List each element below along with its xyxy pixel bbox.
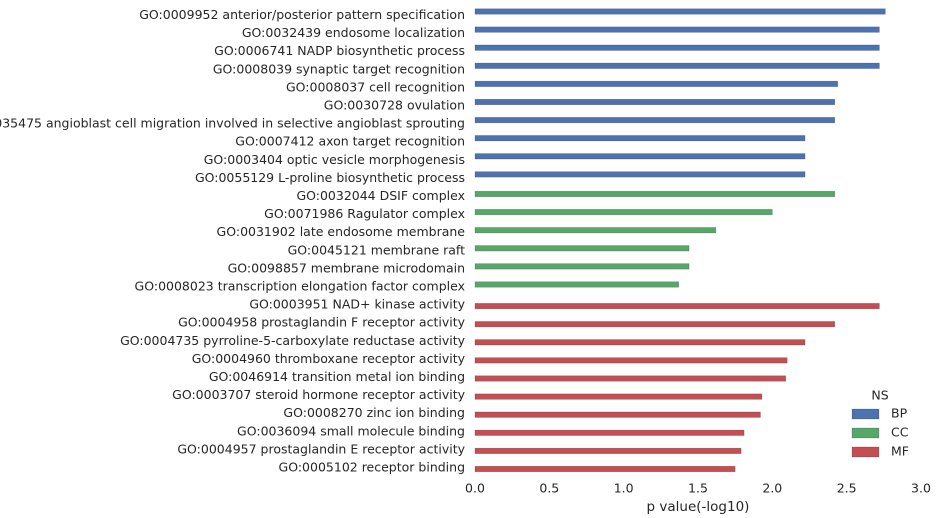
category-label: GO:0008039 synaptic target recognition: [213, 61, 465, 76]
category-label: GO:0098857 membrane microdomain: [228, 260, 465, 275]
bar-bp: [474, 153, 806, 160]
x-tick-label: 2.0: [762, 481, 782, 496]
bar-mf: [474, 375, 787, 382]
category-label: GO:0004960 thromboxane receptor activity: [192, 351, 466, 366]
bar-bp: [474, 62, 880, 69]
legend-swatch-bp: [851, 408, 880, 420]
bar-mf: [474, 465, 736, 473]
category-label: GO:0031902 late endosome membrane: [217, 224, 466, 239]
bar-mf: [474, 303, 880, 310]
bar-mf: [474, 393, 763, 400]
legend-swatch-cc: [851, 427, 880, 439]
category-label: GO:0035475 angioblast cell migration inv…: [0, 116, 465, 131]
bar-cc: [474, 245, 690, 252]
bar-mf: [474, 411, 761, 418]
category-label: GO:0004735 pyrroline-5-carboxylate reduc…: [120, 333, 466, 348]
bar-bp: [474, 98, 836, 106]
category-label: GO:0005102 receptor binding: [279, 460, 465, 475]
bar-bp: [474, 117, 836, 124]
category-label: GO:0071986 Ragulator complex: [264, 206, 465, 221]
category-label: GO:0032439 endosome localization: [242, 25, 465, 40]
legend-label-bp: BP: [891, 406, 908, 421]
legend-label-cc: CC: [891, 425, 909, 440]
legend-title: NS: [871, 388, 888, 403]
category-label: GO:0003951 NAD+ kinase activity: [249, 297, 465, 312]
bar-cc: [474, 190, 836, 198]
x-tick-label: 0.0: [465, 481, 485, 496]
bar-mf: [474, 339, 806, 346]
x-tick-label: 2.5: [837, 481, 857, 496]
category-label: GO:0032044 DSIF complex: [296, 188, 465, 203]
legend-swatch-mf: [851, 446, 880, 458]
category-label: GO:0003707 steroid hormone receptor acti…: [172, 387, 465, 402]
bar-bp: [474, 135, 806, 142]
bar-bp: [474, 44, 880, 51]
bar-bp: [474, 8, 886, 15]
bar-cc: [474, 281, 679, 288]
bar-cc: [474, 263, 690, 270]
bar-cc: [474, 209, 773, 216]
bar-mf: [474, 429, 745, 436]
category-label: GO:0004958 prostaglandin F receptor acti…: [178, 315, 466, 330]
bar-bp: [474, 26, 880, 33]
category-label: GO:0046914 transition metal ion binding: [209, 369, 465, 384]
category-label: GO:0008023 transcription elongation fact…: [135, 279, 465, 294]
bar-bp: [474, 171, 806, 178]
category-label: GO:0006741 NADP biosynthetic process: [214, 43, 465, 58]
category-label: GO:0003404 optic vesicle morphogenesis: [204, 152, 465, 167]
x-tick-label: 0.5: [539, 481, 559, 496]
x-tick-label: 1.5: [688, 481, 708, 496]
category-label: GO:0009952 anterior/posterior pattern sp…: [139, 7, 465, 22]
x-axis-title: p value(-log10): [647, 499, 750, 515]
bar-bp: [474, 80, 839, 87]
category-label: GO:0036094 small molecule binding: [237, 423, 465, 438]
category-label: GO:0008270 zinc ion binding: [283, 405, 465, 420]
category-label: GO:0004957 prostaglandin E receptor acti…: [177, 441, 465, 456]
category-label: GO:0055129 L-proline biosynthetic proces…: [195, 170, 465, 185]
category-label: GO:0045121 membrane raft: [288, 242, 466, 257]
bar-cc: [474, 227, 717, 234]
bar-mf: [474, 357, 788, 364]
x-tick-label: 3.0: [911, 481, 931, 496]
bar-mf: [474, 321, 836, 328]
bar-mf: [474, 447, 742, 454]
category-label: GO:0030728 ovulation: [324, 98, 465, 113]
category-label: GO:0008037 cell recognition: [286, 79, 465, 94]
legend-label-mf: MF: [891, 444, 909, 459]
category-label: GO:0007412 axon target recognition: [235, 134, 465, 149]
x-tick-label: 1.0: [614, 481, 634, 496]
